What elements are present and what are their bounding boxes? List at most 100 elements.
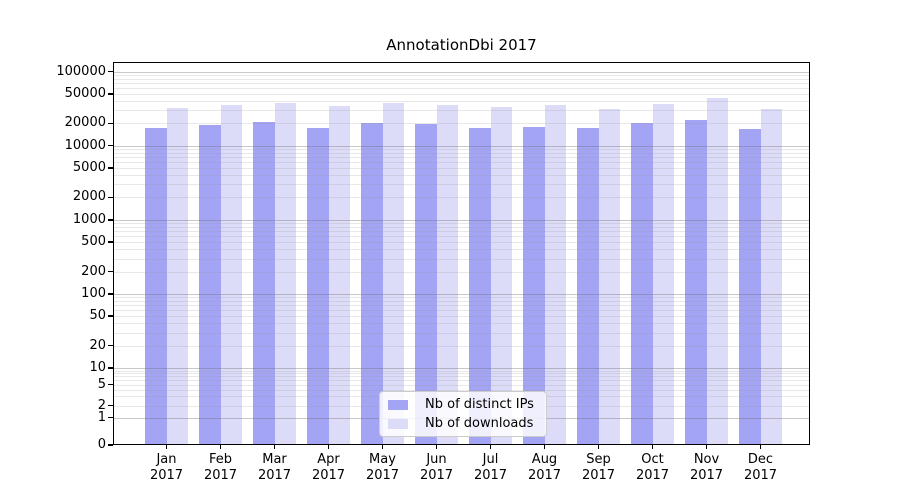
y-tick	[108, 404, 113, 407]
plot-area	[113, 62, 810, 445]
y-tick	[108, 444, 113, 446]
bar-jan-distinct-ips	[145, 128, 167, 444]
gridline-major	[114, 71, 809, 73]
bar-nov-downloads	[706, 98, 728, 444]
y-tick-label: 20	[89, 337, 106, 353]
gridline-major	[114, 219, 809, 221]
y-tick	[108, 293, 113, 295]
x-tick	[219, 445, 222, 449]
x-tick	[435, 445, 438, 449]
y-tick	[108, 270, 113, 273]
gridline-minor	[114, 162, 809, 164]
gridline-minor	[114, 380, 809, 382]
gridline-minor	[114, 110, 809, 112]
gridline-minor	[114, 226, 809, 228]
bar-feb-downloads	[220, 104, 242, 444]
gridline-minor	[114, 87, 809, 89]
x-tick-label-may: May 2017	[365, 452, 400, 483]
gridline-minor	[114, 175, 809, 177]
bar-mar-distinct-ips	[253, 122, 275, 444]
gridline-minor	[114, 231, 809, 233]
gridline-minor	[114, 297, 809, 299]
gridline-minor	[114, 373, 809, 375]
gridline-minor	[114, 184, 809, 186]
gridline-minor	[114, 167, 809, 169]
bar-dec-downloads	[760, 109, 782, 444]
x-tick-label-nov: Nov 2017	[689, 452, 724, 483]
y-tick	[108, 315, 113, 317]
gridline-minor	[114, 376, 809, 378]
y-tick-label: 200	[81, 263, 106, 279]
gridline-minor	[114, 157, 809, 159]
x-tick-label-jun: Jun 2017	[419, 452, 454, 483]
x-tick	[543, 445, 546, 449]
bar-nov-distinct-ips	[685, 119, 707, 444]
bar-jul-distinct-ips	[469, 128, 491, 444]
bar-aug-downloads	[544, 104, 566, 444]
y-tick-label: 1000	[72, 211, 106, 227]
x-tick-label-sep: Sep 2017	[581, 452, 616, 483]
y-tick	[108, 144, 113, 147]
y-tick-label: 2000	[72, 189, 106, 205]
y-tick	[108, 93, 113, 95]
gridline-minor	[114, 332, 809, 334]
bar-jun-distinct-ips	[415, 124, 437, 444]
gridline-minor	[114, 310, 809, 312]
x-tick-label-aug: Aug 2017	[527, 452, 562, 483]
legend-item-downloads: Nb of downloads	[388, 416, 538, 431]
legend-label-distinct-ips: Nb of distinct IPs	[425, 397, 534, 412]
y-tick-label: 100	[81, 285, 106, 301]
legend-swatch-distinct-ips	[388, 399, 408, 410]
gridline-minor	[114, 389, 809, 391]
bar-apr-distinct-ips	[307, 128, 329, 444]
gridline-minor	[114, 305, 809, 307]
x-tick-label-jul: Jul 2017	[473, 452, 508, 483]
x-tick	[651, 445, 654, 449]
y-tick	[108, 196, 113, 199]
gridline-minor	[114, 82, 809, 84]
y-tick	[108, 367, 113, 369]
y-tick-label: 10000	[64, 137, 106, 153]
x-tick	[597, 445, 600, 449]
legend-item-distinct-ips: Nb of distinct IPs	[388, 397, 538, 412]
y-tick	[108, 383, 113, 386]
gridline-minor	[114, 370, 809, 372]
x-tick	[759, 445, 762, 449]
gridline-minor	[114, 301, 809, 303]
gridline-minor	[114, 236, 809, 238]
x-tick	[705, 445, 708, 449]
bar-sep-downloads	[598, 108, 620, 444]
x-tick-label-oct: Oct 2017	[635, 452, 670, 483]
gridline-minor	[114, 93, 809, 95]
gridline-minor	[114, 149, 809, 151]
y-tick	[108, 344, 113, 347]
y-tick-label: 10	[89, 360, 106, 375]
gridline-minor	[114, 323, 809, 325]
gridline-minor	[114, 152, 809, 154]
bar-dec-distinct-ips	[739, 128, 761, 444]
x-tick	[489, 445, 492, 449]
gridline-minor	[114, 74, 809, 76]
gridline-minor	[114, 123, 809, 125]
y-tick-label: 100000	[56, 63, 106, 79]
y-tick	[108, 416, 113, 419]
y-tick-label: 500	[81, 234, 106, 250]
y-tick-label: 1	[97, 409, 106, 425]
y-tick	[108, 167, 113, 169]
bar-oct-downloads	[652, 103, 674, 444]
gridline-major	[114, 293, 809, 295]
gridline-minor	[114, 197, 809, 199]
y-tick	[108, 241, 113, 243]
x-tick-label-mar: Mar 2017	[257, 452, 292, 483]
y-tick-label: 20000	[64, 115, 106, 131]
bar-may-downloads	[382, 102, 404, 444]
gridline-minor	[114, 78, 809, 80]
gridline-minor	[114, 316, 809, 318]
bar-may-distinct-ips	[361, 122, 383, 444]
x-tick	[381, 445, 384, 449]
bar-sep-distinct-ips	[577, 127, 599, 444]
gridline-major	[114, 145, 809, 147]
gridline-major	[114, 368, 809, 369]
x-tick-label-apr: Apr 2017	[311, 452, 346, 483]
